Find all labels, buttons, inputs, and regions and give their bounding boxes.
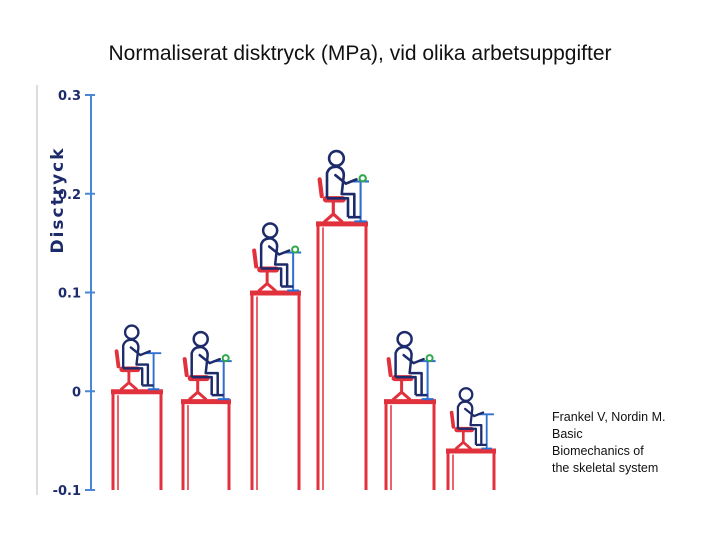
seated-figure-icon bbox=[252, 222, 302, 292]
y-axis: -0.1 0 0.1 0.2 0.3 bbox=[36, 85, 95, 499]
bar-top bbox=[111, 389, 163, 395]
bar-top bbox=[181, 399, 231, 405]
seated-figure-icon bbox=[182, 330, 232, 401]
bars bbox=[111, 221, 496, 490]
bar bbox=[316, 221, 368, 490]
seated-figure-icon bbox=[449, 387, 494, 450]
y-axis-label: Disctryck bbox=[48, 146, 68, 253]
seated-figure-icon bbox=[386, 330, 436, 401]
bar bbox=[250, 290, 301, 490]
credit-line-3: Biomechanics of bbox=[552, 444, 644, 458]
bar bbox=[111, 389, 163, 490]
credit-line-4: the skeletal system bbox=[552, 461, 659, 475]
credit-text: Frankel V, Nordin M. Basic Biomechanics … bbox=[552, 409, 665, 477]
chart-title: Normaliserat disktryck (MPa), vid olika … bbox=[108, 42, 612, 65]
bar bbox=[446, 448, 496, 490]
credit-line-1: Frankel V, Nordin M. bbox=[552, 410, 666, 424]
y-tick-label: 0.2 bbox=[58, 188, 81, 203]
bar-top bbox=[384, 399, 436, 405]
seated-figure-icon bbox=[317, 149, 370, 223]
seated-figure-icon bbox=[114, 324, 162, 391]
bar-top bbox=[446, 448, 496, 454]
y-tick-label: 0.1 bbox=[58, 287, 81, 302]
figures bbox=[114, 149, 494, 450]
credit-line-2: Basic bbox=[552, 427, 583, 441]
y-tick-label: 0 bbox=[72, 385, 81, 400]
y-tick-label: -0.1 bbox=[53, 484, 81, 499]
bar bbox=[384, 399, 436, 490]
y-tick-label: 0.3 bbox=[58, 89, 81, 104]
bar-top bbox=[316, 221, 368, 227]
bar-top bbox=[250, 290, 301, 296]
bar bbox=[181, 399, 231, 490]
